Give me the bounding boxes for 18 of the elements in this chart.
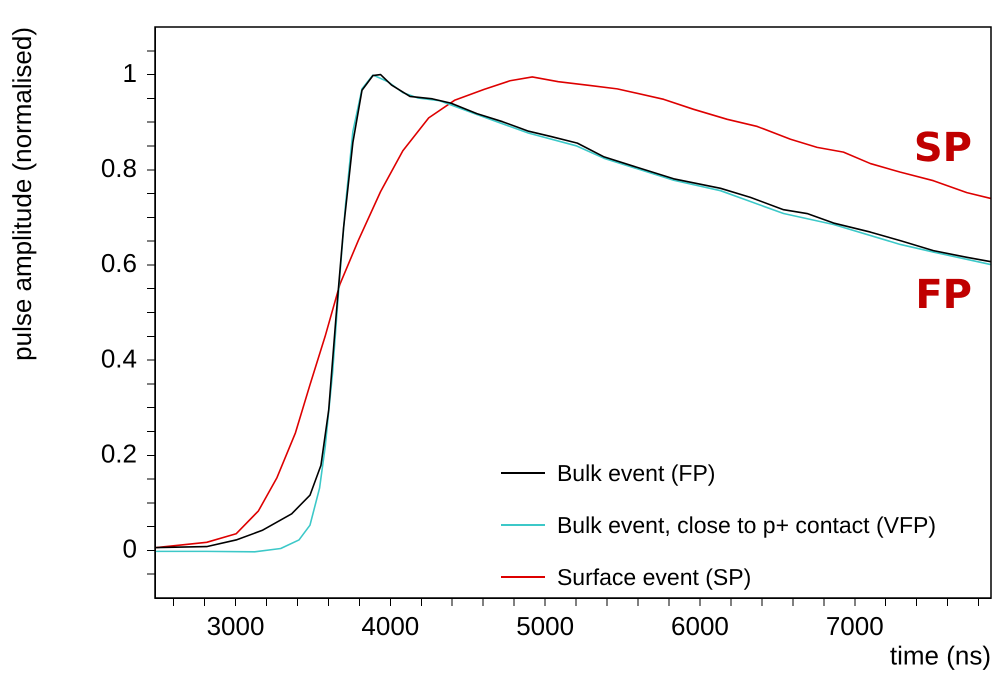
legend-label: Bulk event, close to p+ contact (VFP) <box>556 511 936 540</box>
y-tick-label: 0.4 <box>100 343 137 374</box>
annotation: FP <box>915 272 972 318</box>
y-tick-label: 0.6 <box>100 248 137 278</box>
x-axis-title: time (ns) <box>890 640 991 671</box>
y-tick-label: 1 <box>122 58 137 88</box>
y-axis-title: pulse amplitude (normalised) <box>6 27 37 361</box>
x-tick-label: 5000 <box>516 610 574 641</box>
y-tick-label: 0 <box>122 534 137 564</box>
x-tick-label: 7000 <box>826 610 884 641</box>
x-tick-label: 6000 <box>671 610 729 641</box>
legend-label: Bulk event (FP) <box>556 459 716 488</box>
x-tick-label: 4000 <box>361 610 420 641</box>
y-tick-label: 0.2 <box>100 438 137 468</box>
annotation: SP <box>914 125 972 171</box>
legend-label: Surface event (SP) <box>556 563 752 592</box>
y-tick-label: 0.8 <box>100 152 137 183</box>
x-tick-label: 3000 <box>206 610 264 641</box>
